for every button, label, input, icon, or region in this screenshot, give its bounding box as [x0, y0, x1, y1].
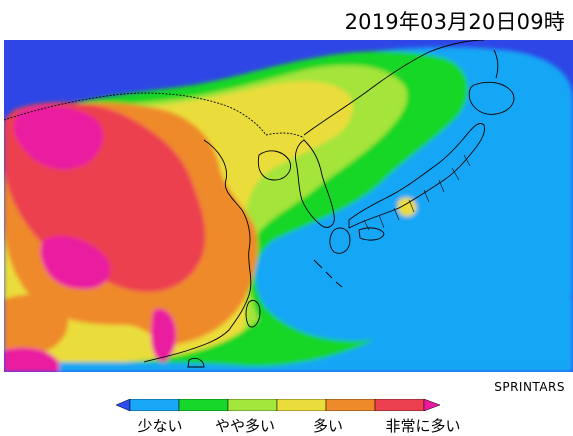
shikoku-coastline: [358, 227, 385, 241]
concentration-zone-magenta-south: [150, 308, 176, 362]
japan-prefecture-lines: [363, 154, 471, 231]
concentration-zone-orange-southwest: [4, 294, 68, 356]
credit-label: SPRINTARS: [494, 380, 565, 394]
coastlines: [4, 40, 515, 368]
legend-label-somewhat-high: やや多い: [214, 417, 276, 435]
ryukyu-islands: [313, 259, 343, 288]
concentration-zone-magenta-north: [13, 106, 104, 170]
sakhalin-coastline: [493, 49, 499, 79]
timestamp-title: 2019年03月20日09時: [344, 10, 565, 34]
concentration-zone-yellow-japan: [397, 197, 417, 217]
aerosol-forecast-map: [4, 40, 573, 372]
legend-swatch-3: [227, 398, 278, 412]
honshu-coastline: [348, 123, 485, 229]
color-scale-bar: [115, 396, 441, 412]
concentration-zone-magenta-west: [40, 235, 111, 290]
taiwan-coastline: [245, 300, 261, 328]
legend-arrow-left: [115, 398, 131, 412]
legend-swatch-2: [178, 398, 229, 412]
bohai-coastline: [257, 150, 291, 181]
border-china-north-korea: [265, 132, 305, 139]
border-china-mongolia: [4, 92, 267, 136]
legend-label-very-high: 非常に多い: [385, 417, 461, 435]
kyushu-coastline: [329, 227, 351, 254]
legend-label-low: 少ない: [137, 417, 183, 435]
hokkaido-coastline: [468, 81, 515, 115]
legend-arrow-right: [423, 398, 441, 412]
legend-swatch-5: [325, 398, 376, 412]
russian-far-east-coastline: [303, 40, 485, 136]
legend-swatch-1: [129, 398, 180, 412]
legend-swatch-6: [374, 398, 425, 412]
legend-label-high: 多い: [312, 417, 344, 435]
china-coastline: [143, 139, 252, 363]
concentration-zone-magenta-corner: [4, 347, 59, 372]
legend-swatch-4: [276, 398, 327, 412]
hainan-coastline: [187, 357, 205, 368]
korea-coastline: [295, 139, 335, 228]
